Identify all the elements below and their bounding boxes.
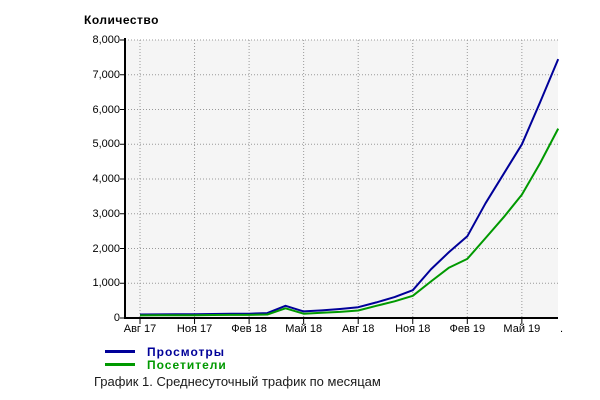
y-axis-tick-label: 3,000 xyxy=(92,207,120,220)
visitors-line xyxy=(139,128,560,317)
visitors-legend-label: Посетители xyxy=(147,357,227,372)
legend: Просмотры Посетители xyxy=(105,344,227,372)
x-axis-tick-label: Май 18 xyxy=(285,323,323,335)
y-axis-tick-label: 1,000 xyxy=(92,277,120,290)
x-axis-tick-label: Фев 19 xyxy=(449,323,486,335)
chart-title: Количество xyxy=(84,13,159,27)
y-axis-tick-label: 6,000 xyxy=(92,103,120,116)
x-axis-tick-label: Ноя 17 xyxy=(176,323,213,335)
visitors-line-marker xyxy=(105,363,135,366)
y-axis-tick-label: 5,000 xyxy=(92,138,120,151)
x-axis-tick-label: Авг 18 xyxy=(341,323,375,335)
views-legend-label: Просмотры xyxy=(147,344,226,359)
legend-item-visitors: Посетители xyxy=(105,357,227,372)
views-line-marker xyxy=(105,350,135,353)
y-axis-tick-label: 7,000 xyxy=(92,68,120,81)
y-axis-tick-label: 4,000 xyxy=(92,173,120,185)
x-axis-tick-label: Ноя 18 xyxy=(395,323,431,335)
y-axis-tick-label: 0 xyxy=(113,312,120,324)
x-axis-tick-label: Фев 18 xyxy=(231,323,267,335)
x-axis-tick-label: Май 19 xyxy=(503,323,541,335)
chart-caption: График 1. Среднесуточный трафик по месяц… xyxy=(94,374,381,389)
y-axis-tick-label: 2,000 xyxy=(92,242,120,255)
views-line xyxy=(139,58,560,316)
y-axis-tick-label: 8,000 xyxy=(92,34,120,46)
legend-item-views: Просмотры xyxy=(105,344,227,359)
x-axis-tick-label: Авг 17 xyxy=(123,323,157,335)
x-axis-tick-label-clipped: . xyxy=(560,323,564,335)
